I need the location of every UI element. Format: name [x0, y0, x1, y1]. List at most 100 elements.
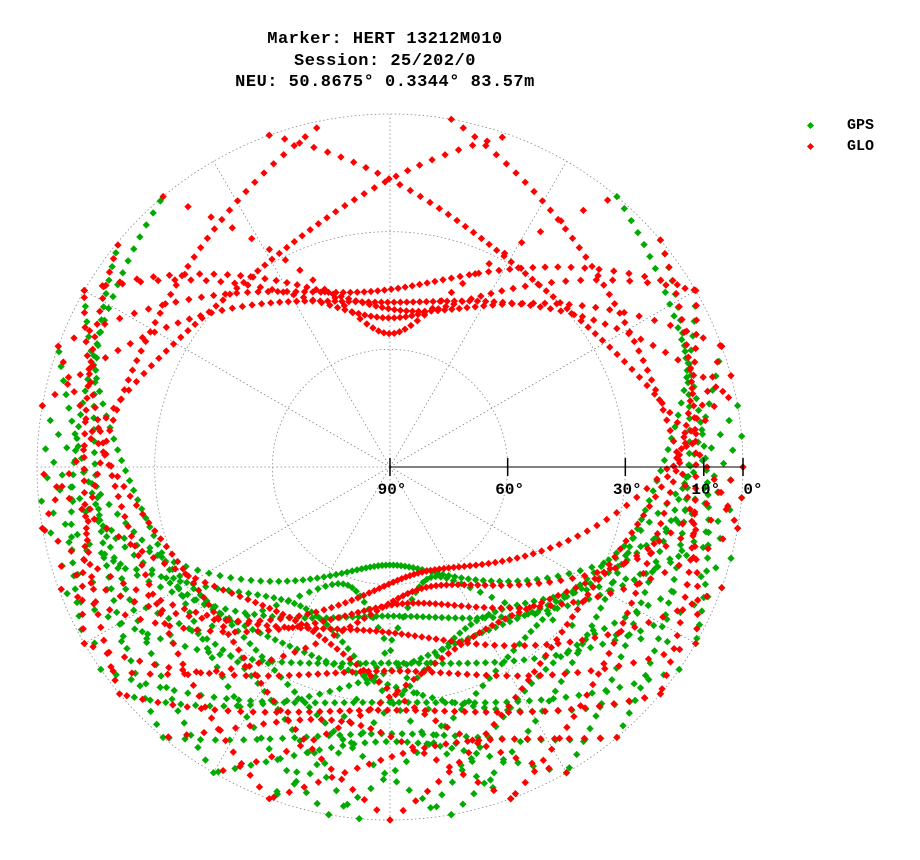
glo-point [212, 302, 220, 310]
glo-point [510, 735, 519, 743]
glo-point [360, 190, 368, 198]
glo-point [167, 290, 175, 299]
glo-point [100, 636, 108, 644]
gps-point [68, 417, 76, 425]
gps-point [369, 659, 378, 667]
glo-point [366, 626, 374, 635]
glo-point [171, 276, 179, 284]
glo-point [272, 718, 281, 726]
gps-point [456, 629, 464, 637]
glo-point [694, 596, 702, 604]
glo-point [633, 520, 642, 528]
gps-point [96, 328, 105, 336]
gps-point [237, 575, 245, 583]
gps-point [645, 518, 654, 526]
glo-point [657, 276, 665, 284]
gps-point [175, 619, 183, 628]
glo-point [120, 386, 129, 394]
azimuth-spoke [84, 290, 391, 468]
glo-point [78, 610, 87, 618]
glo-point [686, 397, 694, 405]
glo-point [730, 516, 738, 524]
gps-point [520, 656, 528, 664]
glo-point [460, 581, 468, 589]
gps-point [405, 786, 413, 794]
glo-point [404, 631, 412, 639]
gps-point [37, 497, 46, 505]
gps-point [458, 700, 467, 709]
glo-point [336, 707, 344, 715]
glo-point [396, 667, 404, 675]
gps-point [600, 624, 609, 633]
glo-point [423, 279, 431, 287]
glo-point [242, 672, 250, 680]
glo-point [121, 512, 129, 521]
glo-point [310, 143, 318, 152]
glo-point [727, 476, 735, 484]
gps-point [620, 204, 628, 213]
glo-point [461, 708, 469, 716]
gps-point [461, 624, 470, 633]
gps-point [501, 599, 509, 607]
gps-point [406, 717, 415, 725]
glo-point [102, 437, 111, 445]
glo-point [234, 617, 242, 625]
glo-point [600, 660, 608, 668]
glo-point [340, 668, 348, 677]
glo-point [628, 365, 636, 373]
glo-point [682, 341, 691, 349]
gps-point [565, 764, 573, 772]
glo-point [160, 559, 169, 568]
glo-point [416, 192, 425, 201]
gps-point [156, 583, 165, 591]
glo-point [497, 748, 505, 757]
glo-point [330, 631, 338, 639]
glo-point [200, 728, 208, 737]
gps-point [675, 495, 683, 504]
gps-point [278, 639, 287, 647]
gps-point [46, 416, 54, 425]
gps-point [145, 548, 154, 556]
glo-point [233, 197, 242, 205]
glo-point [145, 519, 153, 527]
glo-point [236, 592, 244, 601]
glo-point [116, 314, 124, 323]
glo-point [673, 281, 681, 289]
glo-point [114, 346, 122, 355]
glo-point [296, 742, 305, 750]
glo-point [647, 376, 656, 384]
glo-point [297, 620, 306, 628]
glo-point [661, 568, 669, 577]
glo-point [487, 289, 495, 298]
gps-point [654, 635, 663, 643]
glo-point [710, 475, 718, 484]
gps-point [457, 574, 466, 582]
glo-point [365, 300, 374, 309]
glo-point [401, 283, 409, 291]
glo-point [448, 581, 456, 589]
glo-point [289, 623, 297, 632]
glo-point [96, 459, 104, 467]
gps-point [335, 684, 344, 693]
glo-point [102, 586, 110, 594]
gps-point [121, 543, 129, 551]
glo-point [454, 670, 462, 678]
glo-point [119, 579, 128, 588]
gps-point [138, 627, 146, 636]
glo-point [378, 603, 387, 612]
glo-point [261, 261, 269, 269]
glo-point [348, 309, 357, 317]
glo-point [367, 312, 375, 320]
gps-point [382, 737, 390, 746]
glo-point [260, 169, 268, 177]
glo-point [574, 668, 582, 677]
gps-point [203, 635, 211, 643]
gps-point [296, 602, 305, 610]
gps-point [253, 591, 262, 599]
gps-point [440, 731, 448, 739]
gps-point [305, 659, 313, 667]
glo-point [339, 650, 348, 658]
glo-point [667, 529, 675, 537]
glo-point [678, 315, 686, 324]
glo-point [102, 414, 110, 422]
